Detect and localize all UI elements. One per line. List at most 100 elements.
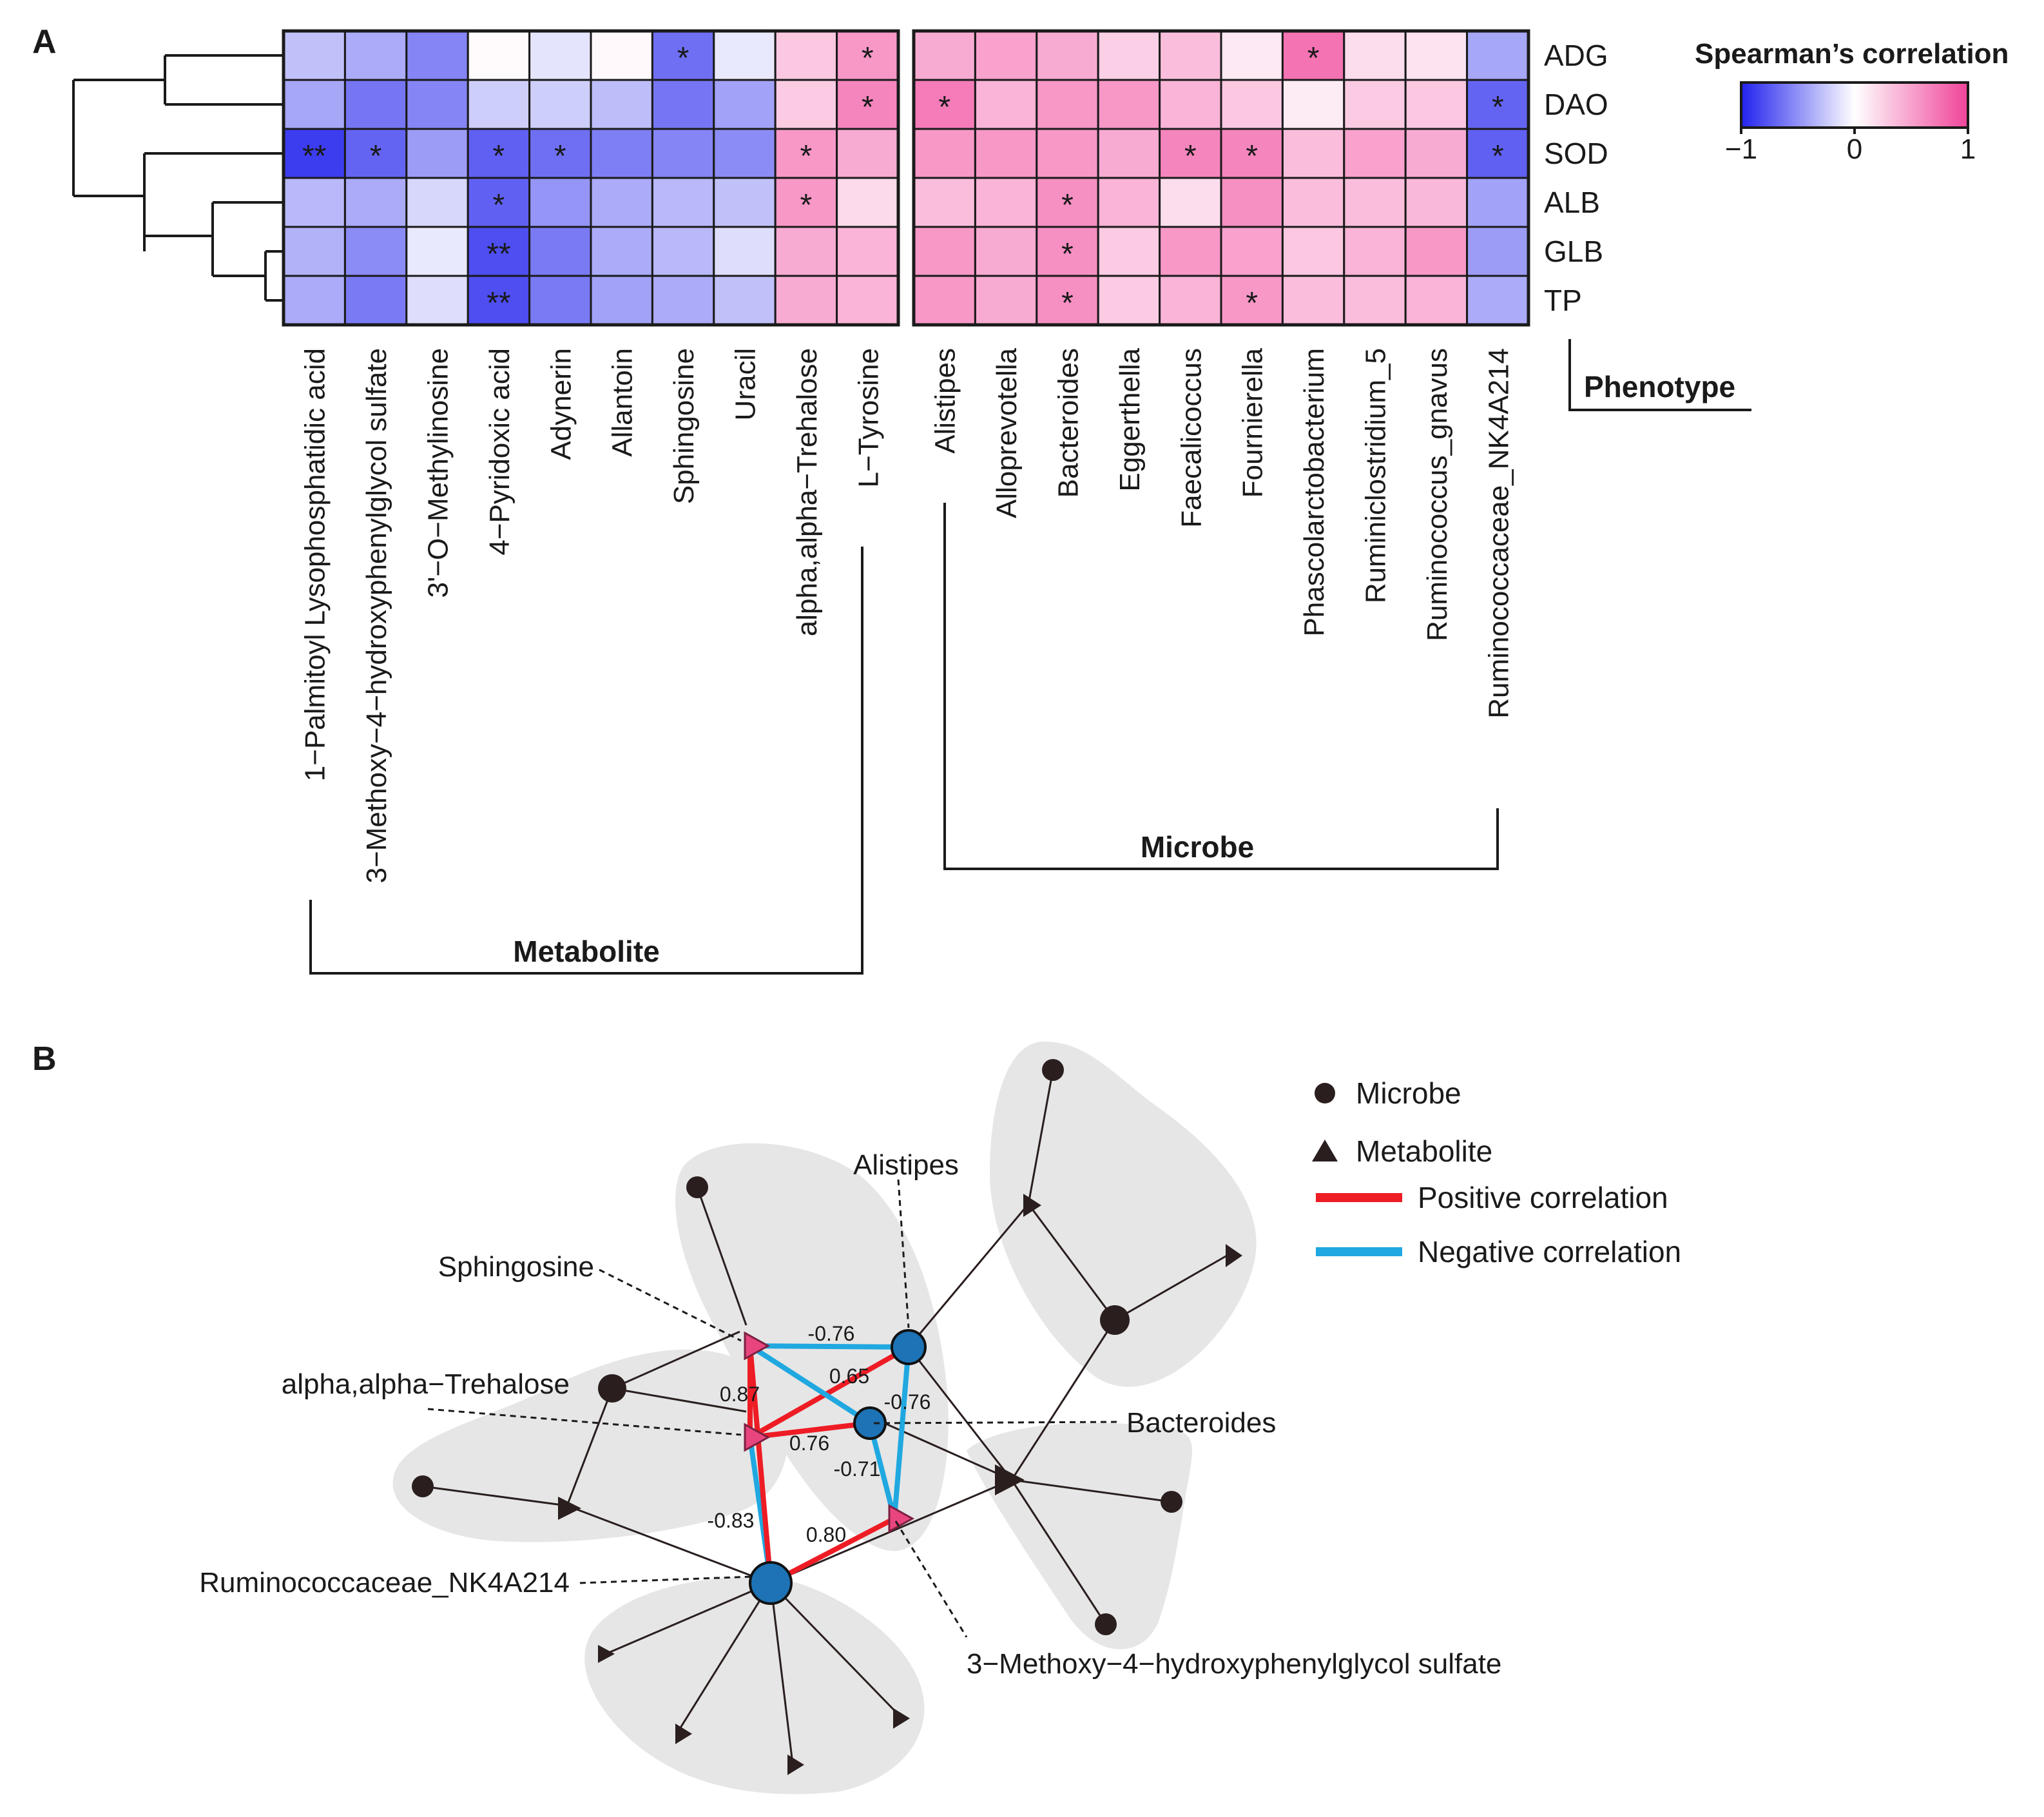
significance-mark: *	[800, 188, 813, 222]
heatmap-cell	[1404, 128, 1469, 179]
heatmap-cell	[713, 128, 776, 179]
significance-mark: *	[862, 41, 874, 75]
significance-mark: *	[862, 90, 874, 124]
node-bacteroides	[853, 1406, 887, 1440]
heatmap-cell	[1281, 79, 1345, 130]
heatmap-cell	[405, 275, 469, 326]
heatmap-cell	[912, 226, 976, 277]
microbe-bracket	[943, 503, 1499, 870]
heatmap-cell	[590, 275, 653, 326]
heatmap-cell	[1097, 177, 1161, 228]
significance-mark: *	[493, 139, 505, 173]
column-label: Allantoin	[607, 348, 639, 457]
microbe-column-labels: Alistipes Alloprevotella Bacteroides Eggert…	[930, 347, 1515, 718]
column-label: Uracil	[730, 348, 762, 420]
heatmap-cell	[1466, 275, 1530, 326]
column-label: Alloprevotella	[991, 347, 1023, 518]
microbe-node	[1100, 1305, 1130, 1335]
significance-mark: **	[302, 139, 326, 173]
significance-mark: **	[487, 286, 510, 320]
heatmap-cell	[1281, 226, 1345, 277]
heatmap-cell	[528, 177, 592, 228]
heatmap-cell	[590, 177, 653, 228]
node-sphingosine	[744, 1331, 771, 1361]
legend-tick-min: −1	[1725, 133, 1757, 165]
legend-negative-label: Negative correlation	[1418, 1235, 1681, 1268]
column-label: Ruminococcus_gnavus	[1422, 348, 1453, 641]
heatmap-cell	[590, 79, 653, 130]
column-label: alpha,alpha−Trehalose	[791, 348, 823, 636]
heatmap-cell	[405, 79, 469, 130]
column-label: Adynerin	[545, 348, 577, 460]
heatmap-cell	[713, 275, 776, 326]
heatmap-cell	[1159, 30, 1222, 81]
legend-title: Spearman’s correlation	[1695, 38, 2009, 70]
heatmap-cell	[1220, 226, 1284, 277]
row-label-sod: SOD	[1544, 137, 1608, 170]
legend-tick-mid: 0	[1847, 133, 1862, 165]
heatmap-cell	[1281, 275, 1345, 326]
edge-weight: 0.76	[789, 1432, 829, 1455]
heatmap-cell	[774, 177, 838, 228]
column-label: Eggerthella	[1114, 347, 1146, 491]
heatmap-cell	[590, 30, 653, 81]
edge-alistipes-mhpg	[892, 1346, 911, 1519]
row-label-dao: DAO	[1544, 88, 1608, 121]
significance-mark: *	[554, 139, 566, 173]
column-label: Faecalicoccus	[1175, 348, 1207, 528]
legend-tick-max: 1	[1960, 133, 1976, 165]
significance-mark: *	[1492, 139, 1504, 173]
microbe-node	[1161, 1491, 1182, 1513]
heatmap-cell	[1097, 79, 1161, 130]
heatmap-cell	[1159, 226, 1222, 277]
edge-weight: 0.80	[806, 1523, 846, 1546]
heatmap-cell	[405, 226, 469, 277]
heatmap-cell	[1220, 128, 1284, 179]
heatmap-cell	[1036, 79, 1099, 130]
row-label-adg: ADG	[1544, 39, 1608, 72]
microbe-node	[1095, 1613, 1117, 1635]
heatmap-cell	[343, 226, 408, 277]
node-labels: Sphingosine alpha,alpha−Trehalose Rumino…	[199, 1149, 1501, 1680]
module-hull-right	[967, 1423, 1192, 1649]
heatmap-cell	[282, 177, 346, 228]
column-label: Ruminococcaceae_NK4A214	[1483, 348, 1514, 719]
label-nk4a214: Ruminococcaceae_NK4A214	[199, 1567, 570, 1598]
heatmap-row-labels: ADG DAO SOD ALB GLB TP	[1544, 39, 1608, 317]
heatmap-cell	[912, 177, 976, 228]
heatmap-cell	[1404, 79, 1469, 130]
heatmap-cell	[343, 30, 408, 81]
row-label-tp: TP	[1544, 284, 1582, 317]
node-nk4a214	[749, 1561, 793, 1605]
column-label: 4−Pyridoxic acid	[484, 348, 516, 556]
network-edges	[747, 1343, 911, 1586]
heatmap-cell	[1281, 177, 1345, 228]
legend-colorbar	[1740, 81, 1969, 129]
edge-sphingosine-nk4a214	[747, 1345, 773, 1584]
heatmap-cell	[343, 177, 408, 228]
microbe-node	[1042, 1059, 1064, 1081]
heatmap-cell	[590, 128, 653, 179]
label-bacteroides: Bacteroides	[1126, 1407, 1276, 1439]
edge-weight: -0.83	[708, 1509, 755, 1532]
column-label: 3−Methoxy−4−hydroxyphenylglycol sulfate	[361, 348, 392, 883]
row-label-glb: GLB	[1544, 235, 1603, 268]
heatmap-cell	[713, 226, 776, 277]
heatmap-cell	[774, 226, 838, 277]
metabolite-node	[675, 1724, 692, 1744]
heatmap-cell	[651, 128, 715, 179]
heatmap-cell	[1036, 226, 1099, 277]
legend-metabolite-symbol	[1312, 1140, 1338, 1161]
edge-weight-labels: -0.76 0.65 -0.76 0.87 0.76-0.71 -0.83 0.80	[708, 1322, 931, 1546]
significance-mark: *	[1061, 237, 1074, 271]
heatmap-cell	[1097, 275, 1161, 326]
heatmap-cell	[1097, 128, 1161, 179]
edge-weight: -0.76	[884, 1390, 931, 1414]
heatmap-cell	[1466, 177, 1530, 228]
heatmap-cell	[282, 226, 346, 277]
heatmap-cell	[1159, 275, 1222, 326]
heatmap-cell	[1466, 30, 1530, 81]
heatmap-cell	[1343, 275, 1407, 326]
heatmap-cell	[912, 30, 976, 81]
